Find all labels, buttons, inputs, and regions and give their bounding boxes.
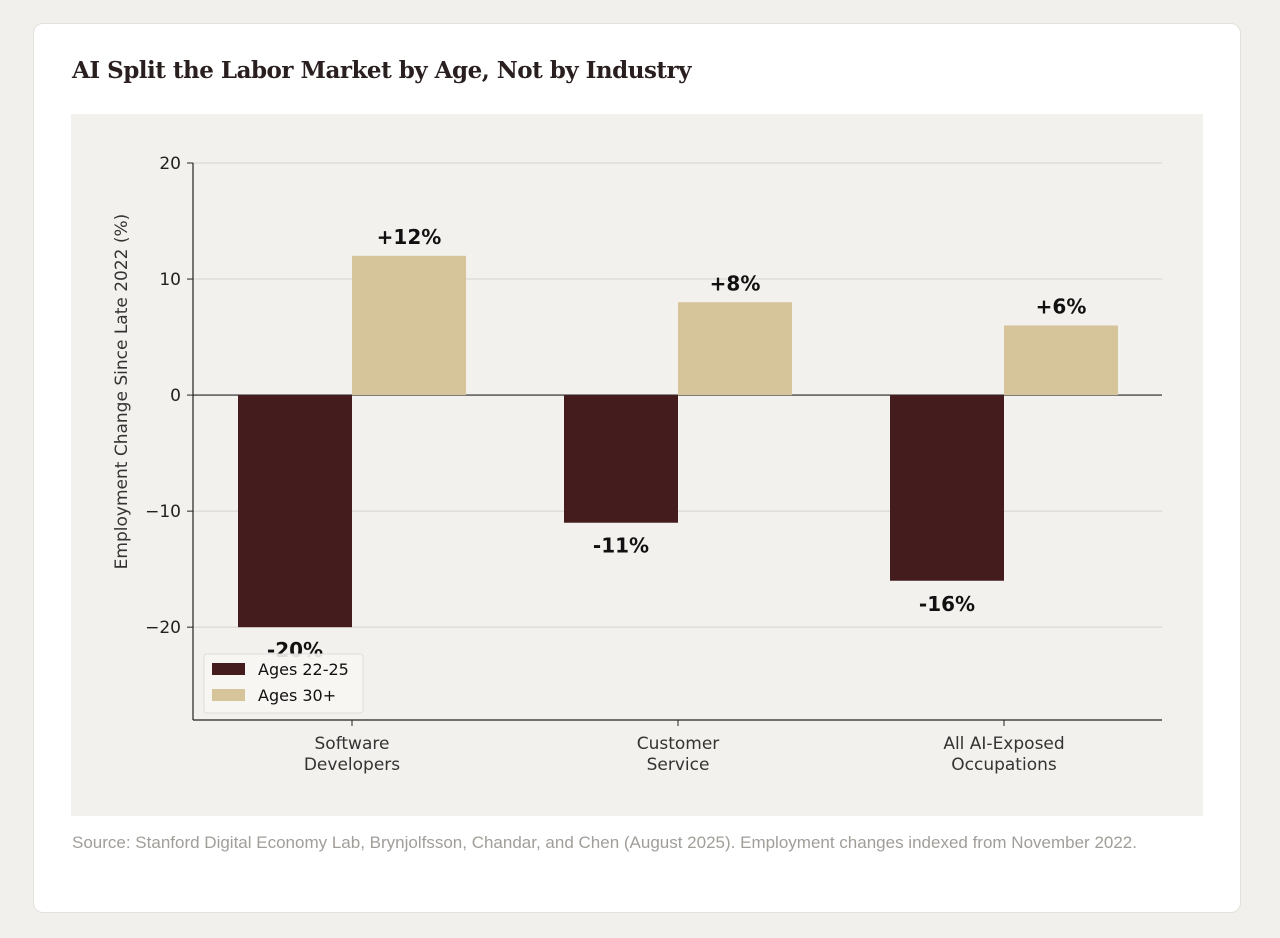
bar-chart: 20100−10−20-20%-11%-16%+12%+8%+6%Softwar… bbox=[71, 114, 1203, 816]
y-tick-label: −20 bbox=[145, 618, 181, 638]
x-tick-label: Service bbox=[647, 755, 710, 775]
bar-ages-22-25 bbox=[564, 395, 678, 523]
legend-swatch bbox=[212, 663, 245, 675]
x-tick-label: Software bbox=[315, 734, 390, 754]
y-tick-label: 0 bbox=[170, 386, 181, 406]
y-axis-label: Employment Change Since Late 2022 (%) bbox=[112, 214, 132, 570]
y-tick-label: −10 bbox=[145, 502, 181, 522]
chart-card: AI Split the Labor Market by Age, Not by… bbox=[33, 23, 1241, 913]
y-tick-label: 20 bbox=[159, 154, 181, 174]
data-label: -16% bbox=[919, 592, 975, 616]
bar-ages-22-25 bbox=[238, 395, 352, 628]
x-tick-label: Developers bbox=[304, 755, 400, 775]
y-tick-label: 10 bbox=[159, 270, 181, 290]
legend-swatch bbox=[212, 689, 245, 701]
x-tick-label: Occupations bbox=[951, 755, 1057, 775]
legend-label: Ages 22-25 bbox=[258, 660, 349, 679]
x-tick-label: All AI-Exposed bbox=[943, 734, 1064, 754]
chart-title: AI Split the Labor Market by Age, Not by… bbox=[72, 57, 692, 84]
data-label: +6% bbox=[1036, 294, 1087, 318]
source-note: Source: Stanford Digital Economy Lab, Br… bbox=[72, 833, 1137, 852]
bar-ages-30-plus bbox=[352, 255, 466, 396]
bar-ages-30-plus bbox=[678, 302, 792, 396]
bar-ages-22-25 bbox=[890, 395, 1004, 581]
data-label: +12% bbox=[377, 225, 442, 249]
data-label: -11% bbox=[593, 534, 649, 558]
legend-label: Ages 30+ bbox=[258, 686, 336, 705]
data-label: +8% bbox=[710, 271, 761, 295]
x-tick-label: Customer bbox=[637, 734, 720, 754]
bar-ages-30-plus bbox=[1004, 325, 1118, 396]
